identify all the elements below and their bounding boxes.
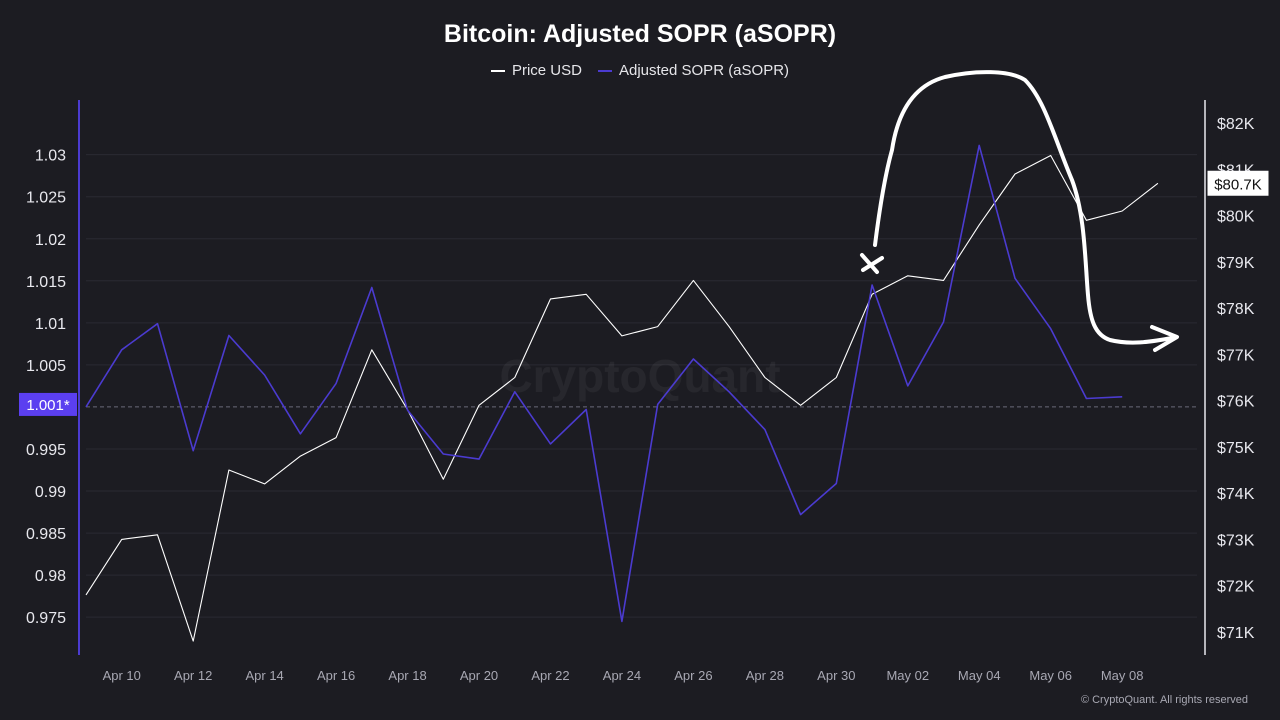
hand-drawn-annotation: [860, 70, 1179, 352]
legend-item-price[interactable]: Price USD: [490, 62, 582, 79]
series-layer: [85, 144, 1159, 642]
right-tick-label: $82K: [1217, 116, 1255, 133]
x-tick-label: Apr 18: [388, 668, 426, 683]
left-tick-label: 1.03: [35, 148, 66, 165]
asopr-reference-badge-label: 1.001*: [26, 397, 70, 414]
right-tick-label: $78K: [1217, 301, 1255, 318]
axes-layer: 0.975 0.98 0.985 0.99 0.995 1.005 1.01 1.015 1.0…: [26, 100, 1255, 683]
x-tick-label: Apr 24: [603, 668, 641, 683]
x-tick-label: Apr 26: [674, 668, 712, 683]
x-tick-label: Apr 10: [103, 668, 141, 683]
left-tick-label: 1.025: [26, 190, 66, 207]
x-tick-label: May 02: [886, 668, 929, 683]
right-tick-label: $80K: [1217, 209, 1255, 226]
x-tick-label: Apr 28: [746, 668, 784, 683]
legend-label-price: Price USD: [511, 62, 582, 79]
left-tick-label: 0.995: [26, 442, 66, 459]
x-tick-label: May 06: [1029, 668, 1072, 683]
grid-layer: [86, 154, 1197, 618]
badge-layer: 1.001* $80.7K: [19, 170, 1269, 416]
x-tick-label: Apr 30: [817, 668, 855, 683]
legend: Price USD Adjusted SOPR (aSOPR): [0, 62, 1280, 79]
legend-label-asopr: Adjusted SOPR (aSOPR): [618, 62, 790, 79]
left-tick-label: 1.005: [26, 358, 66, 375]
right-tick-label: $79K: [1217, 255, 1255, 272]
x-tick-label: Apr 20: [460, 668, 498, 683]
right-tick-label: $75K: [1217, 440, 1255, 457]
x-tick-label: Apr 14: [245, 668, 283, 683]
left-tick-label: 0.975: [26, 610, 66, 627]
legend-item-asopr[interactable]: Adjusted SOPR (aSOPR): [597, 62, 790, 79]
x-tick-label: May 04: [958, 668, 1001, 683]
left-tick-label: 0.985: [26, 526, 66, 543]
asopr-line: [85, 144, 1123, 623]
price-last-value-badge-label: $80.7K: [1214, 176, 1262, 193]
annotation-arc-arrow: [873, 70, 1174, 345]
annotation-arrowhead: [1150, 325, 1179, 352]
asopr-reference-badge: [19, 392, 77, 416]
legend-swatch-price: [490, 69, 505, 72]
right-tick-label: $77K: [1217, 347, 1255, 364]
right-tick-label: $74K: [1217, 486, 1255, 503]
right-tick-label: $76K: [1217, 394, 1255, 411]
right-tick-label: $71K: [1217, 625, 1255, 642]
left-tick-label: 0.98: [35, 568, 66, 585]
watermark: CryptoQuant: [499, 350, 780, 402]
left-tick-label: 1.015: [26, 274, 66, 291]
legend-swatch-asopr: [597, 69, 612, 72]
x-tick-label: Apr 22: [531, 668, 569, 683]
right-tick-label: $72K: [1217, 579, 1255, 596]
chart-title: Bitcoin: Adjusted SOPR (aSOPR): [443, 20, 837, 48]
price-last-value-badge: [1207, 170, 1269, 196]
left-tick-label: 1.02: [35, 232, 66, 249]
left-tick-label: 0.99: [35, 484, 66, 501]
x-tick-label: May 08: [1101, 668, 1144, 683]
copyright-notice: © CryptoQuant. All rights reserved: [1080, 694, 1248, 706]
price-usd-line: [85, 154, 1159, 642]
x-tick-label: Apr 12: [174, 668, 212, 683]
annotation-x-mark: [860, 253, 884, 274]
right-tick-label: $73K: [1217, 532, 1255, 549]
x-tick-label: Apr 16: [317, 668, 355, 683]
left-tick-label: 1.01: [35, 316, 66, 333]
